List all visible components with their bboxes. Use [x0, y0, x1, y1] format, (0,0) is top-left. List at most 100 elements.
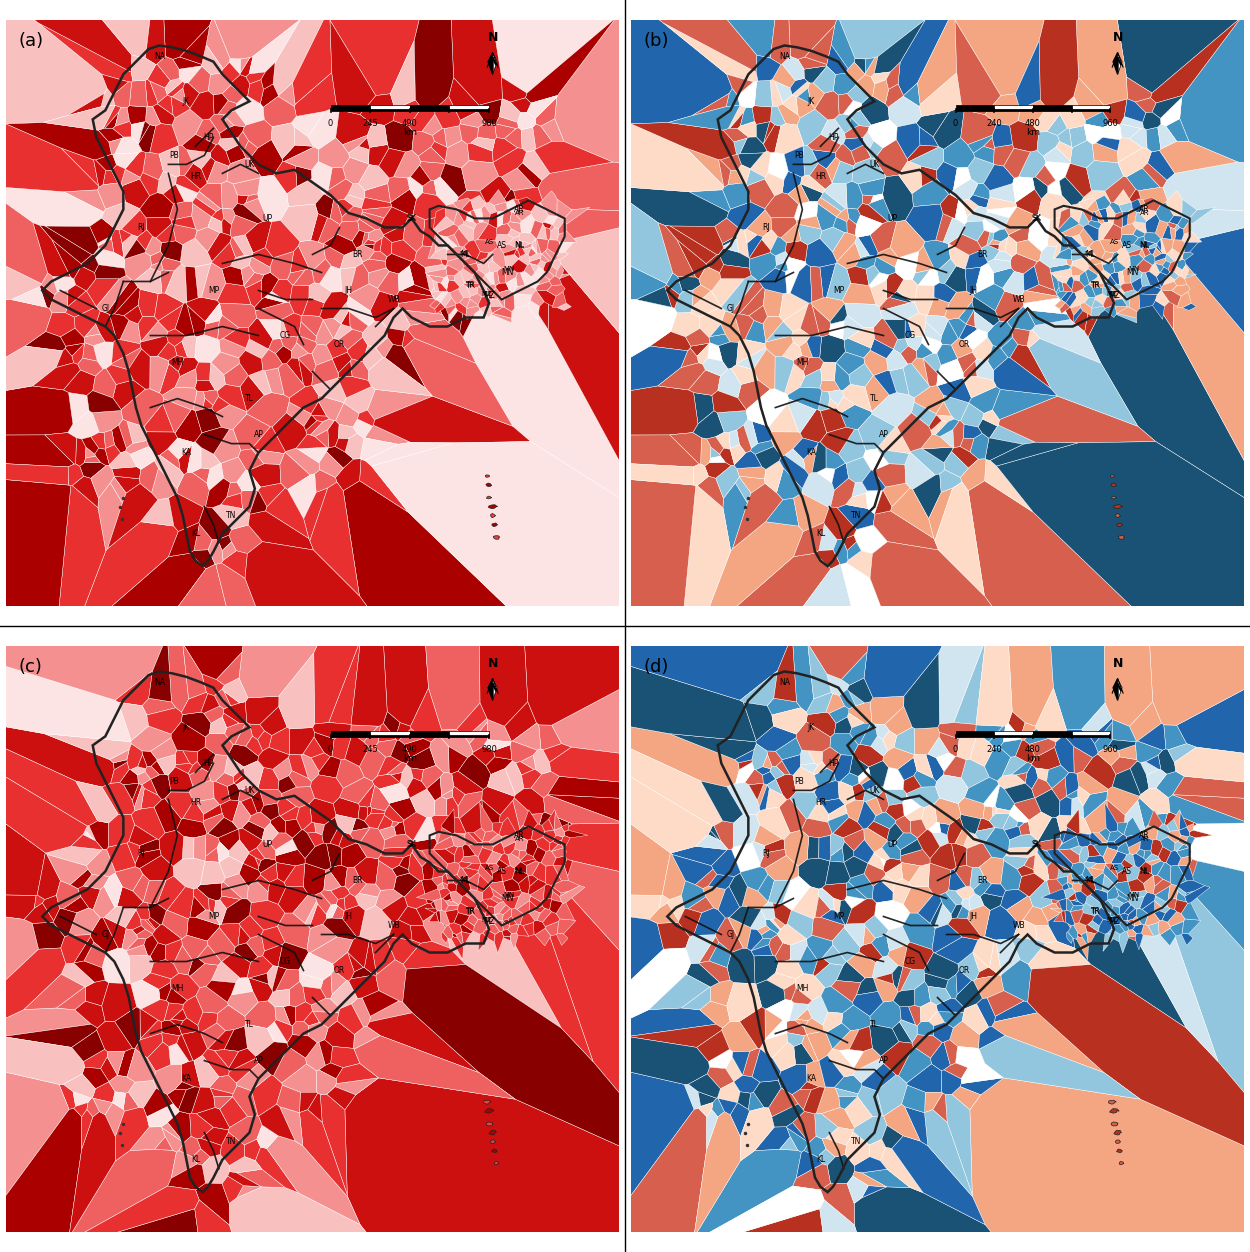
Polygon shape: [1176, 845, 1189, 851]
Polygon shape: [1180, 811, 1188, 830]
Polygon shape: [488, 284, 496, 290]
Polygon shape: [195, 1183, 230, 1224]
Polygon shape: [224, 1027, 248, 1052]
Polygon shape: [886, 823, 904, 843]
Polygon shape: [495, 875, 592, 1062]
Polygon shape: [678, 486, 731, 674]
Polygon shape: [1038, 839, 1062, 854]
Text: ML: ML: [459, 252, 469, 258]
Polygon shape: [819, 888, 834, 910]
Polygon shape: [0, 629, 131, 741]
Polygon shape: [800, 1082, 820, 1089]
Polygon shape: [349, 263, 369, 294]
Polygon shape: [111, 762, 129, 784]
Polygon shape: [478, 224, 496, 240]
Polygon shape: [1139, 209, 1156, 222]
Polygon shape: [508, 222, 521, 233]
Polygon shape: [175, 409, 201, 442]
Polygon shape: [503, 879, 520, 891]
Polygon shape: [409, 853, 424, 881]
Polygon shape: [446, 265, 459, 275]
Polygon shape: [1184, 243, 1199, 253]
Polygon shape: [931, 421, 948, 434]
Polygon shape: [769, 1088, 799, 1117]
Polygon shape: [769, 935, 782, 957]
Text: AS: AS: [485, 865, 494, 871]
Polygon shape: [146, 218, 171, 238]
Polygon shape: [1062, 224, 1084, 237]
Polygon shape: [945, 292, 974, 319]
Polygon shape: [182, 801, 204, 823]
Polygon shape: [240, 376, 264, 412]
Text: 0: 0: [952, 119, 959, 129]
Polygon shape: [492, 679, 498, 700]
Polygon shape: [750, 441, 774, 454]
Polygon shape: [255, 858, 261, 866]
Polygon shape: [962, 1004, 989, 1034]
Polygon shape: [876, 427, 910, 453]
Polygon shape: [508, 870, 529, 888]
Polygon shape: [152, 104, 175, 125]
Polygon shape: [141, 999, 169, 1022]
Polygon shape: [835, 114, 852, 134]
Polygon shape: [864, 351, 887, 376]
Polygon shape: [206, 16, 230, 69]
Polygon shape: [936, 402, 951, 416]
Polygon shape: [505, 254, 519, 268]
Polygon shape: [876, 1074, 908, 1116]
Polygon shape: [1069, 125, 1088, 148]
Polygon shape: [348, 284, 380, 310]
Polygon shape: [270, 252, 294, 279]
Polygon shape: [261, 926, 285, 952]
Polygon shape: [74, 267, 96, 290]
Polygon shape: [619, 553, 831, 821]
Text: MH: MH: [796, 984, 809, 993]
Polygon shape: [109, 138, 122, 154]
Polygon shape: [536, 238, 549, 254]
Polygon shape: [335, 438, 349, 452]
Text: MH: MH: [796, 358, 809, 367]
Polygon shape: [801, 1034, 818, 1062]
Polygon shape: [1158, 124, 1176, 149]
Polygon shape: [360, 747, 386, 781]
Polygon shape: [1074, 308, 1082, 323]
Polygon shape: [745, 770, 764, 785]
Polygon shape: [288, 179, 324, 207]
Polygon shape: [302, 987, 326, 1005]
Polygon shape: [766, 789, 786, 809]
Text: MN: MN: [1129, 265, 1140, 272]
Text: TR: TR: [466, 280, 476, 289]
Polygon shape: [564, 208, 590, 224]
Polygon shape: [486, 851, 502, 864]
Polygon shape: [236, 779, 252, 791]
Polygon shape: [1116, 888, 1129, 900]
Polygon shape: [696, 835, 728, 850]
Polygon shape: [294, 73, 336, 116]
Polygon shape: [1132, 229, 1145, 238]
Polygon shape: [391, 772, 402, 782]
Text: NA: NA: [779, 677, 790, 687]
Polygon shape: [255, 298, 285, 310]
Polygon shape: [520, 849, 541, 866]
Polygon shape: [776, 761, 790, 775]
Polygon shape: [790, 79, 808, 95]
Polygon shape: [412, 131, 435, 156]
Polygon shape: [409, 108, 435, 133]
Polygon shape: [348, 337, 368, 362]
Polygon shape: [408, 319, 476, 363]
Polygon shape: [214, 94, 228, 114]
Polygon shape: [196, 910, 220, 925]
Polygon shape: [394, 821, 405, 835]
Polygon shape: [1121, 283, 1134, 293]
Polygon shape: [1172, 856, 1250, 1069]
Polygon shape: [110, 314, 129, 339]
Polygon shape: [115, 866, 142, 891]
Polygon shape: [561, 836, 570, 849]
Text: NL: NL: [515, 240, 525, 250]
Polygon shape: [115, 136, 142, 154]
Polygon shape: [482, 929, 495, 942]
Text: 980: 980: [481, 119, 498, 129]
Polygon shape: [1158, 863, 1171, 883]
Polygon shape: [1088, 273, 1250, 517]
Polygon shape: [492, 235, 521, 275]
